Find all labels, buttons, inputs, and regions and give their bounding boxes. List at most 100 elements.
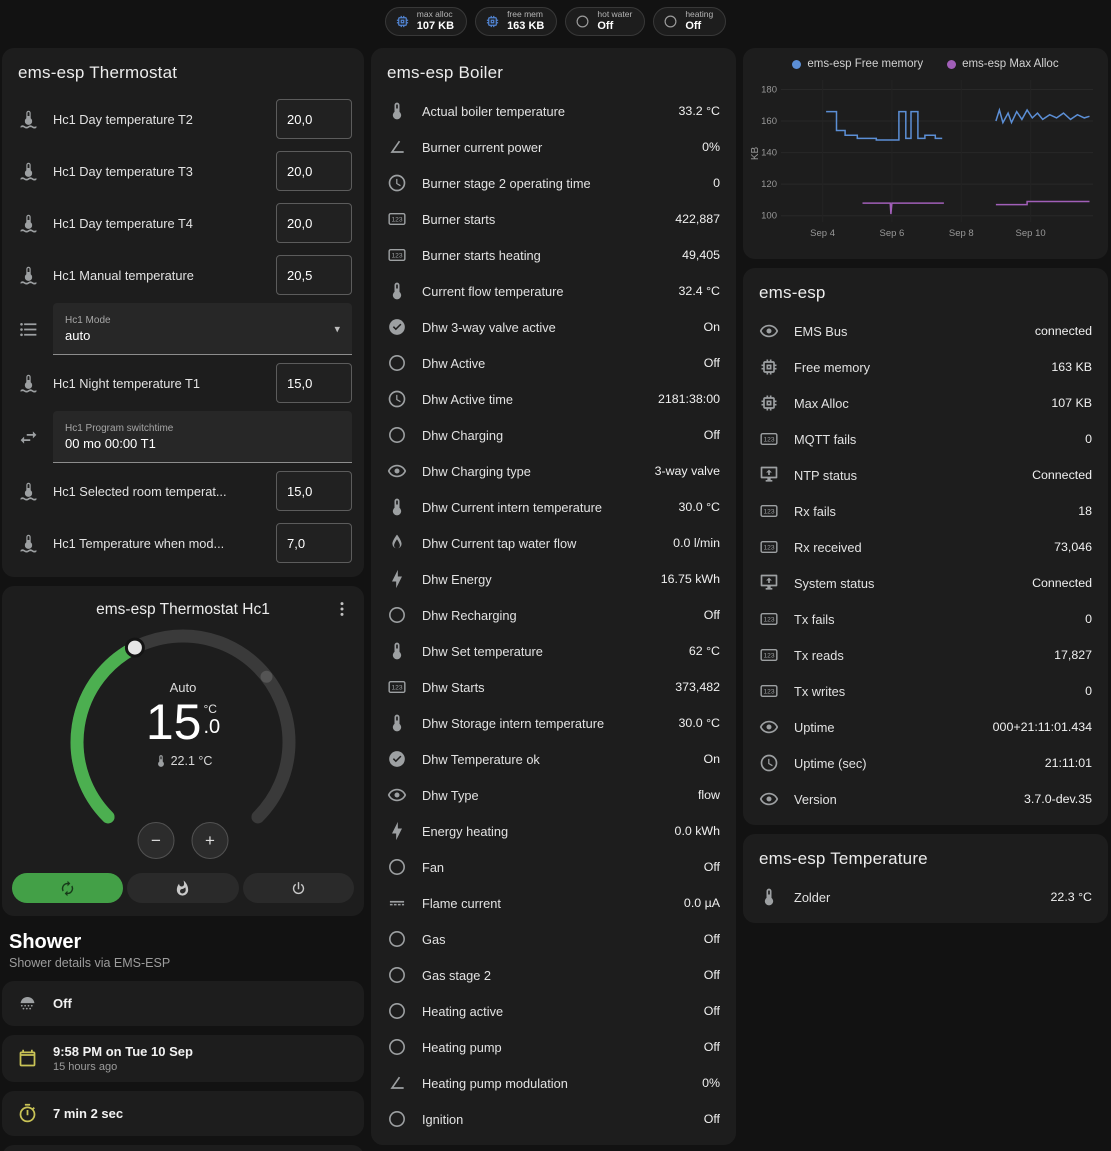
hvac-mode-off-button[interactable] [242,873,354,903]
entity-row-uptime-sec[interactable]: Uptime (sec) 21:11:01 [743,745,1108,781]
entity-row-dhw-3-way-valve-active[interactable]: Dhw 3-way valve active On [371,309,736,345]
entity-row-tx-fails[interactable]: 123 Tx fails 0 [743,601,1108,637]
entity-row-hc1-program-switchtime: Hc1 Program switchtime 00 mo 00:00 T1 [2,409,364,465]
number-input-hc1-day-temperature-t3[interactable]: 20,0 [276,151,352,191]
hvac-mode-heat-button[interactable] [127,873,239,903]
entity-label: MQTT fails [794,431,857,447]
shower-card-9-58-pm-on-tue-10-sep[interactable]: 9:58 PM on Tue 10 Sep 15 hours ago [2,1035,364,1082]
more-menu-icon[interactable] [332,599,354,624]
temp-increase-button[interactable]: + [191,822,229,859]
shower-card-7-min-2-sec[interactable]: 7 min 2 sec [2,1091,364,1136]
number-input-hc1-selected-room-temperat[interactable]: 15,0 [276,471,352,511]
legend-item-ems-esp-free-memory[interactable]: ems-esp Free memory [792,58,923,70]
card-title: ems-esp Thermostat [18,63,178,82]
status-badge-free-mem[interactable]: free mem 163 KB [475,6,558,36]
entity-row-dhw-current-tap-water-flow[interactable]: Dhw Current tap water flow 0.0 l/min [371,525,736,561]
entity-label: Dhw Charging [422,427,504,443]
current-icon [387,893,407,913]
status-badge-hot-water[interactable]: hot water Off [565,6,646,36]
thermostat-dial[interactable]: Auto 15 °C .0 22.1 °C [68,627,298,861]
number-input-hc1-manual-temperature[interactable]: 20,5 [276,255,352,295]
entity-row-system-status[interactable]: System status Connected [743,565,1108,601]
entity-row-ntp-status[interactable]: NTP status Connected [743,457,1108,493]
entity-row-actual-boiler-temperature[interactable]: Actual boiler temperature 33.2 °C [371,93,736,129]
entity-row-tx-writes[interactable]: 123 Tx writes 0 [743,673,1108,709]
entity-row-ems-bus[interactable]: EMS Bus connected [743,313,1108,349]
number-input-hc1-night-temperature-t1[interactable]: 15,0 [276,363,352,403]
entity-row-energy-heating[interactable]: Energy heating 0.0 kWh [371,813,736,849]
entity-row-ignition[interactable]: Ignition Off [371,1101,736,1137]
dial-handle[interactable] [124,637,145,658]
entity-row-tx-reads[interactable]: 123 Tx reads 17,827 [743,637,1108,673]
entity-row-dhw-temperature-ok[interactable]: Dhw Temperature ok On [371,741,736,777]
entity-row-dhw-set-temperature[interactable]: Dhw Set temperature 62 °C [371,633,736,669]
entity-row-version[interactable]: Version 3.7.0-dev.35 [743,781,1108,817]
shower-cards: Off 9:58 PM on Tue 10 Sep 15 hours ago 7 mi… [2,981,364,1151]
entity-row-dhw-storage-intern-temperature[interactable]: Dhw Storage intern temperature 30.0 °C [371,705,736,741]
entity-row-dhw-recharging[interactable]: Dhw Recharging Off [371,597,736,633]
eye-icon [759,321,779,341]
select-hc1-mode[interactable]: Hc1 Mode auto ▾ [53,303,352,355]
text-input-hc1-program-switchtime[interactable]: Hc1 Program switchtime 00 mo 00:00 T1 [53,411,352,463]
hvac-mode-auto-button[interactable] [12,873,124,903]
entity-row-free-memory[interactable]: Free memory 163 KB [743,349,1108,385]
legend-dot [792,59,802,69]
svg-text:Sep 6: Sep 6 [879,228,904,239]
entity-row-hc1-selected-room-temperat: Hc1 Selected room temperat... 15,0 [2,465,364,517]
dial-secondary-handle[interactable] [260,670,273,683]
number-input-hc1-day-temperature-t2[interactable]: 20,0 [276,99,352,139]
entity-row-fan[interactable]: Fan Off [371,849,736,885]
status-badge-max-alloc[interactable]: max alloc 107 KB [384,6,468,36]
thermostat-entities-card: ems-esp Thermostat Hc1 Day temperature T… [2,48,364,577]
entity-label: Dhw Current intern temperature [422,499,602,515]
entity-row-gas[interactable]: Gas Off [371,921,736,957]
shower-card-off[interactable]: Off [2,981,364,1026]
badge-strip: max alloc 107 KB free mem 163 KB hot water Of… [384,6,727,36]
entity-row-dhw-starts[interactable]: 123 Dhw Starts 373,482 [371,669,736,705]
entity-row-burner-starts[interactable]: 123 Burner starts 422,887 [371,201,736,237]
counter-icon: 123 [759,537,779,557]
entity-row-burner-current-power[interactable]: Burner current power 0% [371,129,736,165]
entity-row-flame-current[interactable]: Flame current 0.0 µA [371,885,736,921]
entity-row-heating-pump-modulation[interactable]: Heating pump modulation 0% [371,1065,736,1101]
entity-row-hc1-mode: Hc1 Mode auto ▾ [2,301,364,357]
climate-card-partial[interactable] [2,1145,364,1151]
entity-label: Hc1 Day temperature T4 [53,215,193,231]
entity-row-rx-fails[interactable]: 123 Rx fails 18 [743,493,1108,529]
entity-row-uptime[interactable]: Uptime 000+21:11:01.434 [743,709,1108,745]
entity-value: Off [703,1004,720,1018]
temp-decrease-button[interactable]: − [137,822,175,859]
entity-label: Rx fails [794,503,836,519]
entity-row-dhw-energy[interactable]: Dhw Energy 16.75 kWh [371,561,736,597]
entity-row-dhw-active-time[interactable]: Dhw Active time 2181:38:00 [371,381,736,417]
entity-row-max-alloc[interactable]: Max Alloc 107 KB [743,385,1108,421]
entity-row-mqtt-fails[interactable]: 123 MQTT fails 0 [743,421,1108,457]
history-chart[interactable]: 100 120 140 160 180 Sep 4 Sep 6 Sep 8 Sep 10 [755,76,1096,248]
entity-label: Dhw Energy [422,571,492,587]
chip-icon [485,14,500,29]
card-title: ems-esp Boiler [387,63,504,82]
emsesp-rows: EMS Bus connected Free memory 163 KB Max All… [743,313,1108,825]
entity-row-dhw-active[interactable]: Dhw Active Off [371,345,736,381]
number-input-hc1-day-temperature-t4[interactable]: 20,0 [276,203,352,243]
entity-row-dhw-charging[interactable]: Dhw Charging Off [371,417,736,453]
entity-row-heating-active[interactable]: Heating active Off [371,993,736,1029]
number-input-hc1-temperature-when-mod[interactable]: 7,0 [276,523,352,563]
entity-row-gas-stage-2[interactable]: Gas stage 2 Off [371,957,736,993]
status-badge-heating[interactable]: heating Off [653,6,727,36]
entity-value: 0 [1085,432,1092,446]
entity-label: NTP status [794,467,858,483]
entity-row-rx-received[interactable]: 123 Rx received 73,046 [743,529,1108,565]
legend-item-ems-esp-max-alloc[interactable]: ems-esp Max Alloc [947,58,1059,70]
entity-row-current-flow-temperature[interactable]: Current flow temperature 32.4 °C [371,273,736,309]
entity-row-burner-stage-2-operating-time[interactable]: Burner stage 2 operating time 0 [371,165,736,201]
counter-icon: 123 [387,677,407,697]
entity-row-dhw-type[interactable]: Dhw Type flow [371,777,736,813]
entity-label: System status [794,575,875,591]
entity-row-heating-pump[interactable]: Heating pump Off [371,1029,736,1065]
entity-row-dhw-current-intern-temperature[interactable]: Dhw Current intern temperature 30.0 °C [371,489,736,525]
entity-label: Dhw Set temperature [422,643,543,659]
entity-row-dhw-charging-type[interactable]: Dhw Charging type 3-way valve [371,453,736,489]
entity-row-zolder[interactable]: Zolder 22.3 °C [743,879,1108,915]
entity-row-burner-starts-heating[interactable]: 123 Burner starts heating 49,405 [371,237,736,273]
